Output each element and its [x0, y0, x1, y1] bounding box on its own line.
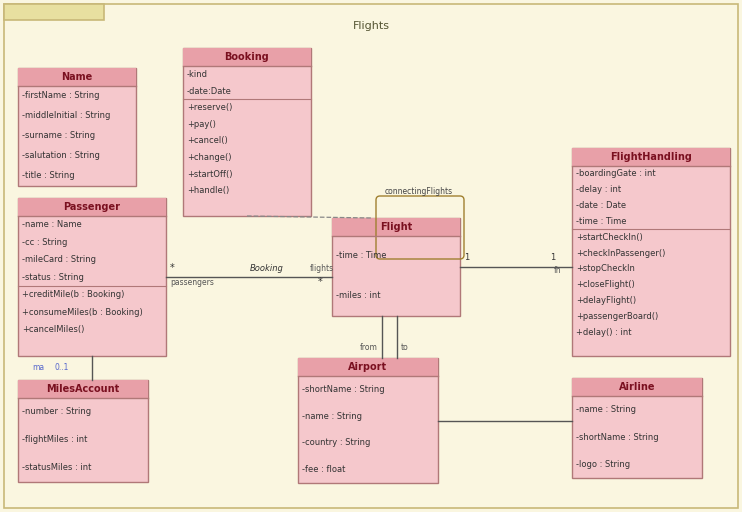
Text: Airport: Airport [349, 362, 387, 372]
Text: +reserve(): +reserve() [187, 103, 232, 112]
Text: 1: 1 [464, 253, 469, 262]
FancyBboxPatch shape [18, 380, 148, 482]
Text: Flights: Flights [352, 21, 390, 31]
Text: 0..1: 0..1 [55, 363, 69, 372]
Text: -time : Time: -time : Time [576, 217, 626, 226]
Text: MilesAccount: MilesAccount [46, 384, 119, 394]
FancyBboxPatch shape [18, 198, 166, 356]
Text: -title : String: -title : String [22, 172, 75, 181]
Text: -fee : float: -fee : float [302, 465, 345, 474]
Text: to: to [401, 343, 409, 352]
FancyBboxPatch shape [572, 378, 702, 396]
Text: connectingFlights: connectingFlights [385, 187, 453, 196]
Text: passengers: passengers [170, 278, 214, 287]
Text: -mileCard : String: -mileCard : String [22, 255, 96, 264]
Text: -shortName : String: -shortName : String [576, 433, 659, 441]
FancyBboxPatch shape [183, 48, 311, 216]
FancyBboxPatch shape [332, 218, 460, 236]
Text: -name : String: -name : String [302, 412, 362, 421]
Text: +delay() : int: +delay() : int [576, 328, 631, 337]
FancyBboxPatch shape [18, 68, 136, 186]
Text: -status : String: -status : String [22, 273, 84, 282]
Text: -number : String: -number : String [22, 408, 91, 416]
Text: Flight: Flight [380, 222, 412, 232]
Text: -country : String: -country : String [302, 438, 370, 447]
Text: -boardingGate : int: -boardingGate : int [576, 169, 656, 178]
FancyBboxPatch shape [18, 68, 136, 86]
Text: -statusMiles : int: -statusMiles : int [22, 463, 91, 473]
Text: 1: 1 [550, 253, 555, 262]
Text: -delay : int: -delay : int [576, 185, 621, 194]
Text: +passengerBoard(): +passengerBoard() [576, 312, 658, 321]
Text: +cancel(): +cancel() [187, 137, 228, 145]
Text: +consumeMiles(b : Booking): +consumeMiles(b : Booking) [22, 308, 142, 317]
Text: -middleInitial : String: -middleInitial : String [22, 112, 111, 120]
Text: Booking: Booking [250, 264, 284, 273]
FancyBboxPatch shape [298, 358, 438, 376]
Text: -logo : String: -logo : String [576, 460, 630, 469]
Text: -firstName : String: -firstName : String [22, 92, 99, 100]
Text: from: from [360, 343, 378, 352]
Text: -date : Date: -date : Date [576, 201, 626, 210]
Text: Booking: Booking [225, 52, 269, 62]
FancyBboxPatch shape [572, 148, 730, 166]
Text: Name: Name [62, 72, 93, 82]
Text: -flightMiles : int: -flightMiles : int [22, 436, 88, 444]
FancyBboxPatch shape [332, 218, 460, 316]
FancyBboxPatch shape [18, 198, 166, 216]
Text: -date:Date: -date:Date [187, 87, 232, 96]
Text: -surname : String: -surname : String [22, 132, 95, 140]
Text: ma: ma [32, 363, 44, 372]
Text: +pay(): +pay() [187, 120, 216, 129]
Text: +cancelMiles(): +cancelMiles() [22, 325, 85, 334]
Text: -miles : int: -miles : int [336, 291, 381, 301]
Text: fh: fh [554, 266, 562, 275]
Text: -name : Name: -name : Name [22, 220, 82, 229]
Text: -shortName : String: -shortName : String [302, 385, 384, 394]
Text: Passenger: Passenger [64, 202, 120, 212]
Text: +closeFlight(): +closeFlight() [576, 280, 634, 289]
Text: -time : Time: -time : Time [336, 251, 387, 261]
Text: +startCheckIn(): +startCheckIn() [576, 233, 643, 242]
Text: +change(): +change() [187, 153, 232, 162]
Text: Airline: Airline [619, 382, 655, 392]
Text: flights: flights [310, 264, 334, 273]
FancyBboxPatch shape [298, 358, 438, 483]
Text: *: * [318, 277, 323, 287]
Text: +delayFlight(): +delayFlight() [576, 296, 636, 305]
Text: +startOff(): +startOff() [187, 170, 232, 179]
Text: -kind: -kind [187, 70, 208, 79]
FancyBboxPatch shape [183, 48, 311, 66]
Text: FlightHandling: FlightHandling [610, 152, 692, 162]
Text: +handle(): +handle() [187, 186, 229, 196]
Text: -name : String: -name : String [576, 405, 636, 414]
FancyBboxPatch shape [4, 4, 738, 508]
Text: +checkInPassenger(): +checkInPassenger() [576, 249, 666, 258]
Text: +stopCheckIn: +stopCheckIn [576, 264, 635, 273]
FancyBboxPatch shape [572, 148, 730, 356]
Text: *: * [170, 263, 175, 273]
Text: -salutation : String: -salutation : String [22, 152, 100, 160]
Text: -cc : String: -cc : String [22, 238, 68, 247]
FancyBboxPatch shape [18, 380, 148, 398]
Text: +creditMile(b : Booking): +creditMile(b : Booking) [22, 290, 125, 299]
FancyBboxPatch shape [572, 378, 702, 478]
FancyBboxPatch shape [4, 4, 104, 20]
